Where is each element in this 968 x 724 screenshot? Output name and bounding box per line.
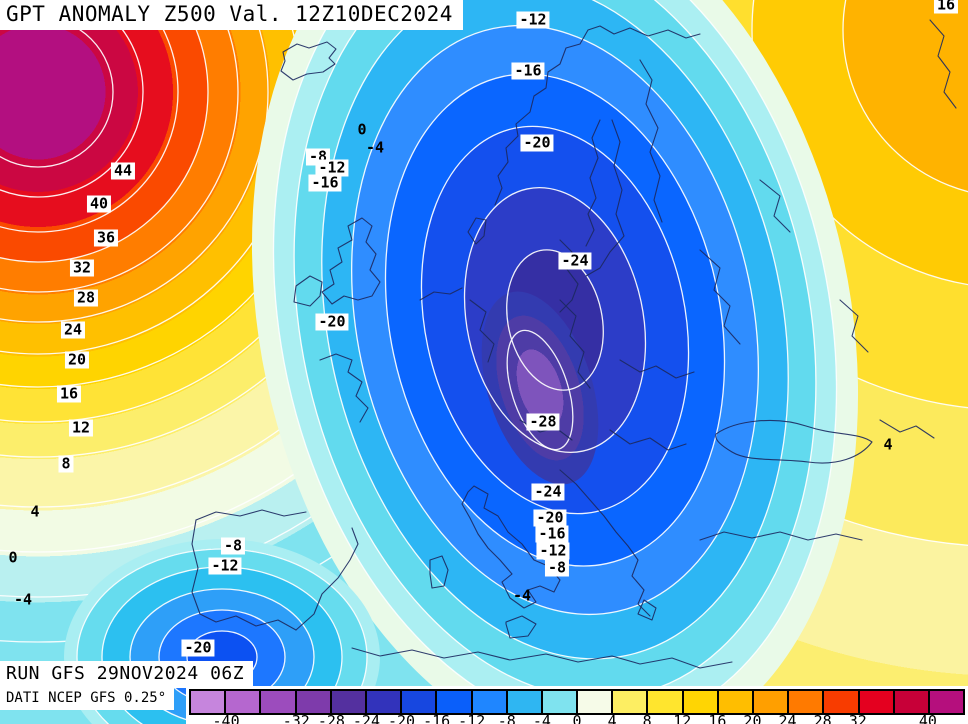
contour-label: 36 (93, 229, 119, 247)
colorbar-cell (787, 691, 823, 713)
colorbar-tick: -16 (423, 712, 451, 724)
contour-label: 16 (933, 0, 959, 14)
contour-label: 0 (357, 120, 367, 139)
contour-label: 4 (883, 435, 893, 454)
colorbar-cell (191, 691, 225, 713)
contour-label: -16 (535, 525, 569, 543)
contour-label: -24 (531, 483, 565, 501)
contour-label: -12 (536, 542, 570, 560)
colorbar-cell (892, 691, 928, 713)
contour-label: -8 (220, 537, 246, 555)
contour-label: -12 (208, 557, 242, 575)
colorbar-tick: 4 (607, 712, 617, 724)
data-source-info: DATI NCEP GFS 0.25° (0, 688, 175, 710)
contour-label: 0 (8, 548, 18, 567)
colorbar-cell (470, 691, 506, 713)
colorbar: -40 -32 -28 -24 -20 -16 -12 -8 -4 0 4 8 12 16 20 24 28 32… (186, 686, 968, 724)
colorbar-cell (294, 691, 330, 713)
colorbar-tick: -32 (282, 712, 310, 724)
colorbar-cell (259, 691, 295, 713)
colorbar-tick: -28 (317, 712, 345, 724)
colorbar-tick: 20 (743, 712, 762, 724)
colorbar-cell (752, 691, 788, 713)
contour-label: 16 (56, 385, 82, 403)
contour-label: 44 (110, 162, 136, 180)
contour-label: 32 (69, 259, 95, 277)
colorbar-cell (576, 691, 612, 713)
colorbar-cell (857, 691, 893, 713)
contour-label: 28 (73, 289, 99, 307)
colorbar-tick: -24 (352, 712, 380, 724)
colorbar-tick: 40 (918, 712, 937, 724)
contour-label: -20 (520, 134, 554, 152)
contour-label: -4 (365, 138, 385, 157)
contour-label: 40 (86, 195, 112, 213)
colorbar-tick: -4 (532, 712, 551, 724)
colorbar-tick: 24 (778, 712, 797, 724)
contour-line-core (506, 329, 574, 451)
colorbar-cell (329, 691, 365, 713)
colorbar-cell (224, 691, 260, 713)
colorbar-tick: 32 (848, 712, 867, 724)
contour-label: 24 (60, 321, 86, 339)
colorbar-tick: 0 (572, 712, 582, 724)
colorbar-tick: -20 (387, 712, 416, 724)
contour-label: -12 (516, 11, 550, 29)
contour-label: -12 (315, 159, 349, 177)
contour-label: -4 (13, 590, 33, 609)
contour-label: -16 (511, 62, 545, 80)
colorbar-cell (716, 691, 752, 713)
colorbar-cell (540, 691, 577, 713)
colorbar-cell (364, 691, 401, 713)
colorbar-cell (646, 691, 682, 713)
contour-label: -20 (181, 639, 215, 657)
contour-label: 20 (64, 351, 90, 369)
coastlines-borders (191, 19, 957, 669)
contour-label: -4 (512, 586, 532, 605)
colorbar-cell (435, 691, 471, 713)
chart-title: GPT ANOMALY Z500 Val. 12Z10DEC2024 (0, 0, 463, 30)
colorbar-tick: 28 (813, 712, 832, 724)
contour-label: -16 (308, 174, 342, 192)
contour-label: -20 (533, 509, 567, 527)
contour-label: 4 (30, 502, 40, 521)
colorbar-tick: -8 (497, 712, 516, 724)
contour-label: -20 (315, 313, 349, 331)
colorbar-cells (189, 689, 965, 715)
model-run-info: RUN GFS 29NOV2024 06Z (0, 661, 254, 688)
contour-label: -24 (558, 252, 592, 270)
colorbar-cell (822, 691, 858, 713)
colorbar-cell (927, 691, 964, 713)
colorbar-tick: 16 (708, 712, 727, 724)
contour-label: -8 (544, 559, 570, 577)
colorbar-tick: -40 (212, 712, 240, 724)
colorbar-cell (400, 691, 436, 713)
contour-lines-cold (272, 0, 838, 724)
colorbar-tick-labels: -40 -32 -28 -24 -20 -16 -12 -8 -4 0 4 8 12 16 20 24 28 32… (191, 712, 963, 724)
colorbar-tick: 12 (673, 712, 692, 724)
colorbar-tick: 8 (642, 712, 652, 724)
contour-label: 8 (58, 455, 74, 473)
contour-label: -28 (526, 413, 560, 431)
contour-label: 12 (68, 419, 94, 437)
colorbar-cell (681, 691, 717, 713)
colorbar-cell (611, 691, 647, 713)
colorbar-cell (505, 691, 541, 713)
colorbar-tick: -12 (458, 712, 486, 724)
